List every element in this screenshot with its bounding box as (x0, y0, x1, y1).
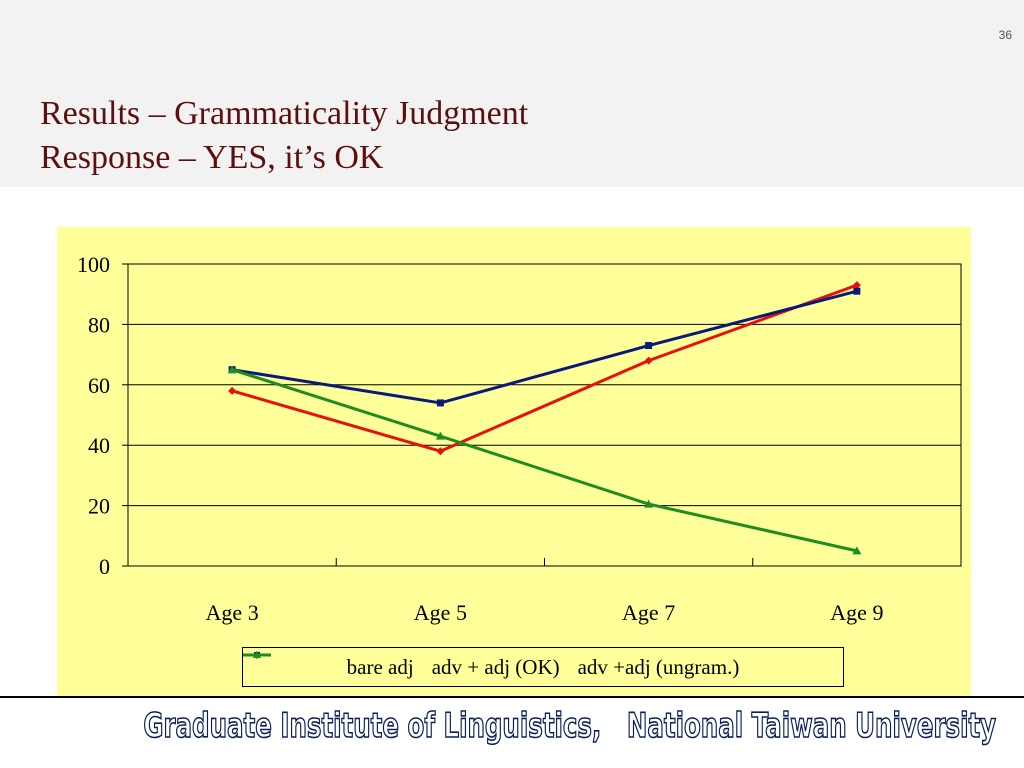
legend-item-bare-adj: bare adj (243, 651, 414, 680)
legend-item-adv-adj-ok: adv + adj (OK) (243, 652, 560, 680)
y-tick-label: 60 (88, 373, 110, 398)
data-point (853, 287, 861, 295)
x-tick-label: Age 9 (830, 600, 883, 625)
data-point (228, 386, 237, 395)
x-tick-label: Age 5 (414, 600, 467, 625)
footer-institution: Graduate Institute of Linguistics, Natio… (143, 705, 997, 747)
x-tick-label: Age 3 (206, 600, 259, 625)
data-point (852, 281, 861, 290)
y-tick-label: 80 (88, 312, 110, 337)
chart-legend: bare adj adv + adj (OK) adv +adj (ungram… (242, 647, 844, 687)
legend-item-adv-adj-ungram: adv +adj (ungram.) (243, 651, 740, 680)
line-chart: 0 20 40 60 80 100 Age 3 Age 5 Age 7 Age 9 (77, 252, 962, 625)
plot-area (127, 263, 962, 567)
header-band: 36 Results – Grammaticality Judgment Res… (0, 0, 1024, 187)
chart-panel: 0 20 40 60 80 100 Age 3 Age 5 Age 7 Age 9 bare ad… (57, 227, 971, 696)
series-line-3 (231, 368, 858, 553)
data-point (645, 342, 653, 350)
legend-swatch-adv-adj-ungram (243, 651, 271, 658)
data-point (435, 431, 445, 440)
y-tick-label: 0 (99, 554, 110, 579)
series-line-1 (231, 283, 858, 453)
data-point (436, 447, 445, 456)
legend-swatch-marker (253, 651, 261, 658)
data-point (644, 499, 654, 508)
data-point (852, 546, 862, 555)
series-line-2 (231, 289, 858, 405)
slide-title-line-1: Results – Grammaticality Judgment (40, 95, 529, 132)
legend-label-adv-adj-ok: adv + adj (OK) (431, 654, 560, 679)
x-tick-label: Age 7 (622, 600, 675, 625)
legend-label-bare-adj: bare adj (346, 654, 414, 679)
y-tick-label: 40 (88, 433, 110, 458)
slide-title-line-2: Response – YES, it’s OK (40, 139, 384, 176)
y-tick-label: 100 (77, 252, 110, 277)
legend-label-adv-adj-ungram: adv +adj (ungram.) (577, 654, 740, 679)
page-number: 36 (998, 28, 1012, 42)
data-point (436, 399, 444, 407)
footer-banner: Graduate Institute of Linguistics, Natio… (0, 696, 1024, 768)
y-tick-label: 20 (88, 494, 110, 519)
data-point (227, 365, 237, 374)
slide-title: Results – Grammaticality Judgment Respon… (40, 92, 528, 180)
data-point (644, 356, 653, 365)
